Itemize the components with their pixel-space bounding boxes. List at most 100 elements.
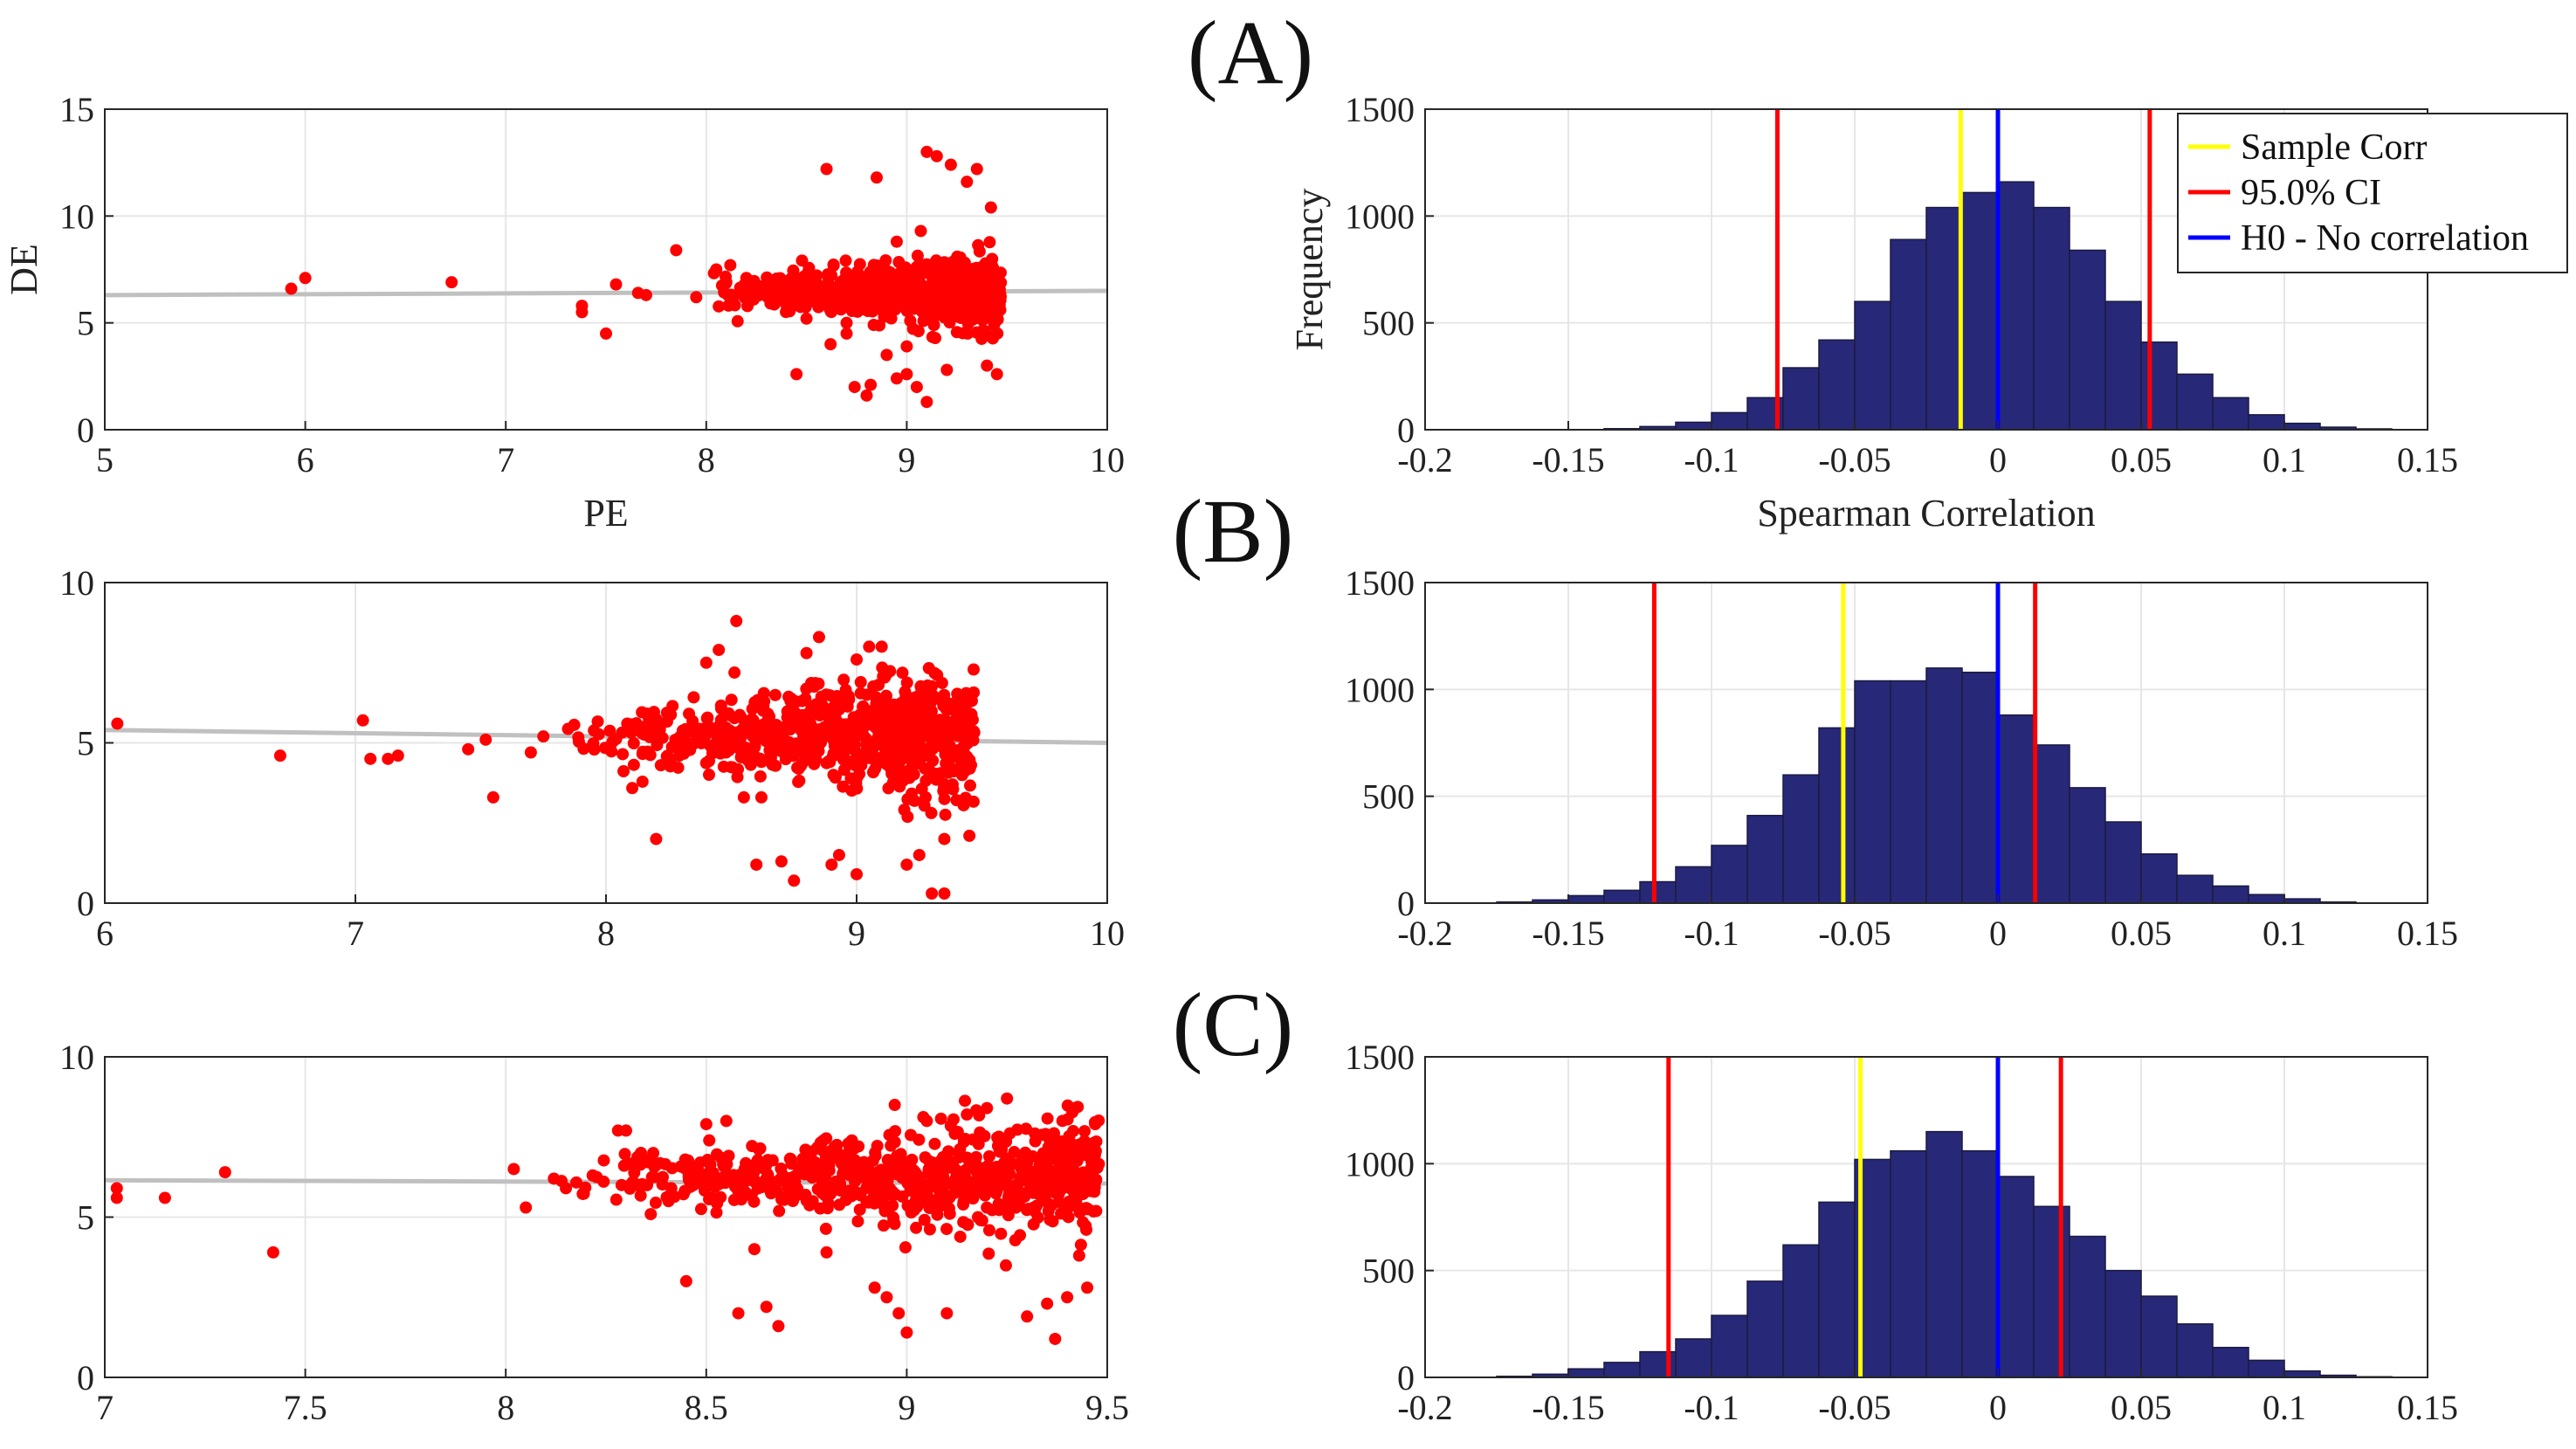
scatter_c-point: [1061, 1291, 1074, 1304]
scatter_b-point: [704, 739, 717, 752]
hist_a-bar: [2140, 341, 2178, 430]
scatter_c-point: [696, 1177, 709, 1190]
scatter_b-point: [111, 717, 124, 730]
scatter_a-point: [900, 299, 913, 312]
scatter_a-x-tick-label: 7: [497, 440, 514, 480]
hist_c-data-group: [1496, 1057, 2393, 1377]
scatter_a-point: [796, 254, 809, 267]
hist_b-axes-frame: [1424, 582, 2428, 904]
scatter_c-point: [880, 1291, 893, 1304]
scatter_b-point: [775, 855, 788, 868]
scatter_a-point: [575, 306, 589, 319]
scatter_c-point: [801, 1147, 814, 1160]
scatter_c-point: [507, 1163, 520, 1176]
scatter_b-point: [887, 748, 900, 761]
hist_b-x-tick-label: 0.15: [2397, 914, 2458, 953]
scatter_c-point: [747, 1243, 761, 1256]
scatter_b-point: [827, 719, 840, 732]
scatter_c-point: [885, 1139, 898, 1152]
axes-layer: [104, 108, 2428, 1378]
scatter_a-point: [820, 162, 833, 176]
scatter_a-point: [911, 249, 924, 262]
hist_a-y-tick-label: 0: [1397, 411, 1415, 450]
scatter_b-point: [938, 792, 951, 805]
scatter_b-point: [918, 697, 931, 710]
scatter_a-point: [880, 264, 893, 277]
scatter_a-point: [790, 368, 803, 381]
scatter_a-point: [952, 259, 965, 273]
scatter_c-point: [984, 1164, 997, 1177]
scatter_c-point: [710, 1148, 723, 1161]
scatter_c-point: [967, 1190, 980, 1204]
scatter_b-point: [896, 666, 909, 680]
scatter_a-point: [761, 271, 774, 284]
hist_c-x-tick-label: 0.05: [2111, 1388, 2172, 1427]
scatter_c-point: [597, 1154, 610, 1167]
scatter_c-point: [707, 1178, 720, 1191]
scatter_c-point: [1054, 1183, 1067, 1197]
scatter_b-point: [747, 730, 760, 743]
scatter_b-point: [802, 711, 816, 724]
hist_b-bar: [2248, 894, 2285, 903]
scatter_b-point: [679, 726, 692, 739]
hist_c-bar: [1567, 1368, 1605, 1377]
hist_a-y-tick-label: 1500: [1345, 90, 1415, 129]
hist_a-x-tick-label: 0: [1989, 440, 2007, 480]
hist_b-y-tick-label: 0: [1397, 884, 1415, 923]
scatter_b-point: [885, 733, 899, 746]
scatter_a-x-axis-label: PE: [583, 492, 628, 535]
scatter_c-point: [995, 1227, 1008, 1240]
scatter_a-point: [914, 224, 927, 238]
scatter_b-x-tick-label: 7: [347, 914, 364, 953]
scatter_c-point: [751, 1154, 764, 1167]
scatter_a-point: [885, 312, 898, 325]
scatter_c-point: [1078, 1125, 1092, 1138]
hist_b-bar: [1818, 727, 1856, 903]
scatter_c-x-tick-label: 8: [497, 1388, 514, 1427]
scatter_c-point: [1028, 1204, 1041, 1218]
scatter_b-point: [794, 713, 807, 726]
scatter_b-point: [957, 798, 970, 811]
hist_b-y-tick-label: 1500: [1345, 563, 1415, 603]
scatter_c-point: [943, 1191, 956, 1204]
scatter_b-point: [654, 759, 667, 772]
hist_a-bar: [1925, 206, 1963, 430]
scatter_c-point: [658, 1157, 672, 1170]
scatter_c-point: [819, 1222, 832, 1235]
scatter_c-point: [900, 1326, 913, 1339]
scatter_a-point: [884, 274, 897, 287]
scatter_c-point: [636, 1177, 649, 1190]
hist_c-y-tick-label: 1000: [1345, 1144, 1415, 1183]
scatter_c-point: [699, 1118, 713, 1131]
scatter_c-point: [266, 1245, 279, 1259]
scatter_c-point: [548, 1172, 561, 1185]
scatter_c-x-tick-label: 8.5: [685, 1388, 728, 1427]
scatter_c-point: [982, 1224, 995, 1237]
scatter_c-point: [918, 1213, 931, 1226]
scatter_c-point: [822, 1189, 835, 1202]
legend-entry-label: Sample Corr: [2241, 128, 2427, 168]
scatter_b-point: [837, 673, 851, 687]
scatter_a-point: [933, 264, 947, 277]
scatter_c-point: [851, 1215, 864, 1228]
scatter_c-point: [761, 1154, 775, 1167]
scatter_a-point: [981, 359, 994, 372]
scatter_b-point: [917, 685, 930, 698]
scatter_c-point: [907, 1163, 920, 1176]
hist_b-bar: [2033, 744, 2070, 903]
scatter_c-point: [1041, 1177, 1054, 1190]
scatter_a-point: [890, 372, 903, 385]
scatter_b-point: [273, 749, 286, 762]
scatter_a-point: [780, 306, 793, 319]
hist_b-x-tick-label: -0.1: [1684, 914, 1739, 953]
scatter_b-point: [808, 757, 821, 770]
scatter_b-point: [603, 724, 616, 737]
scatter_a-point: [824, 338, 837, 351]
scatter_a-point: [853, 258, 866, 271]
scatter_c-point: [1008, 1146, 1021, 1159]
scatter_b-point: [880, 705, 893, 718]
scatter_b-point: [922, 745, 935, 758]
hist_b-x-tick-label: -0.15: [1532, 914, 1604, 953]
scatter_a-point: [285, 282, 298, 295]
